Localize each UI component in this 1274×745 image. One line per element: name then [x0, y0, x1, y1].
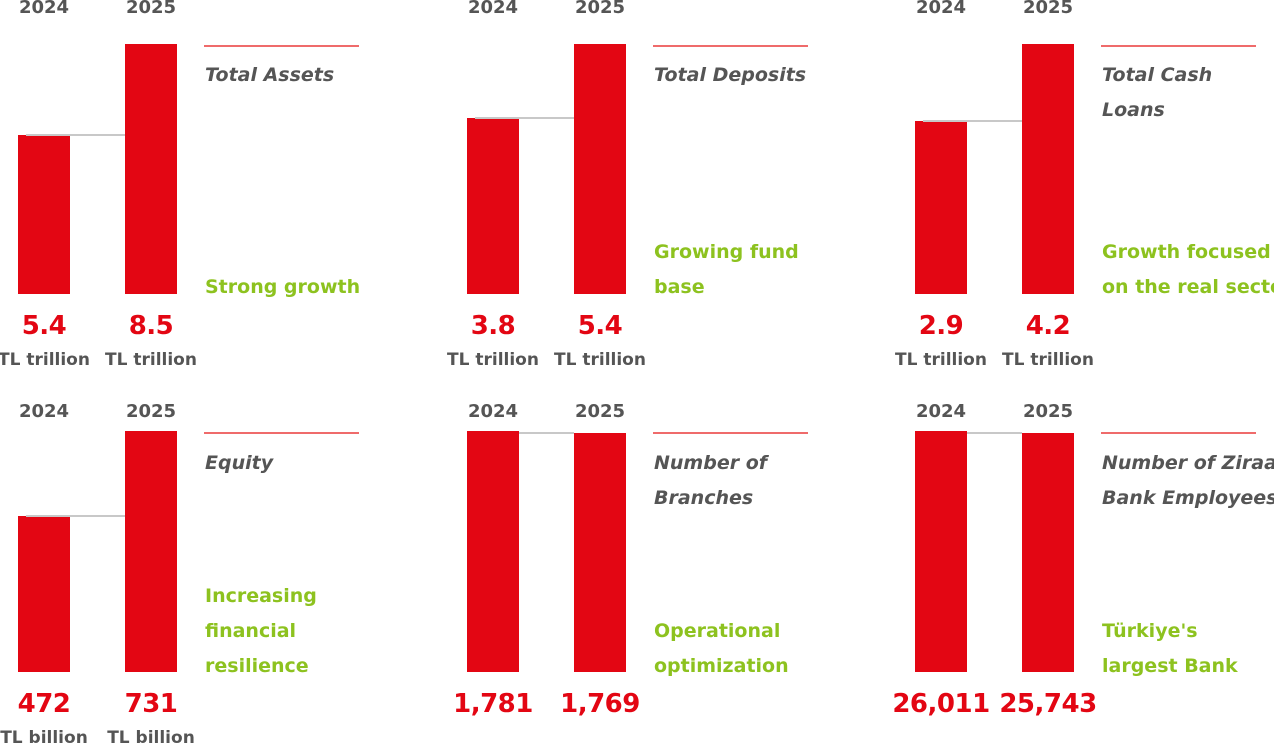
chart-title: Total Assets — [205, 64, 335, 86]
value-label-2025: 731 — [124, 689, 178, 719]
unit-label-2025: TL trillion — [1002, 350, 1094, 370]
chart-note: Operational optimization — [654, 620, 789, 677]
value-label-2024: 26,011 — [892, 689, 990, 719]
chart-note: Growing fund base — [654, 241, 799, 298]
chart-note: Growth focused on the real sector — [1102, 241, 1274, 298]
bar-total-deposits-2024 — [467, 118, 519, 294]
chart-panel-number-of-ziraat-bank-employees: 2024 26,011 2025 25,743 Number of Ziraat Ban… — [892, 0, 1274, 745]
title-rule — [653, 45, 808, 47]
connector-line — [26, 515, 125, 518]
value-label-2024: 2.9 — [918, 311, 964, 341]
year-label-2024: 2024 — [467, 401, 519, 422]
bar-number-of-branches-2025 — [574, 432, 626, 672]
bar-equity-2024 — [18, 516, 70, 672]
connector-line — [475, 117, 574, 120]
title-rule — [204, 45, 359, 47]
unit-label-2025: TL trillion — [554, 350, 646, 370]
chart-title: Number of Ziraat Bank Employees — [1102, 452, 1274, 509]
chart-panel-total-assets: 2024 5.4 TL trillion 2025 8.5 TL trillion Tota… — [0, 0, 424, 745]
value-label-2024: 472 — [17, 689, 71, 719]
unit-label-2024: TL billion — [0, 728, 88, 745]
connector-line — [923, 120, 1022, 123]
chart-panel-equity: 2024 472 TL billion 2025 731 TL billion Equity… — [0, 0, 424, 745]
bar-number-of-ziraat-bank-employees-2025 — [1022, 433, 1074, 672]
connector-line — [967, 432, 1022, 435]
chart-note: Strong growth — [205, 276, 361, 298]
chart-title: Total Cash Loans — [1102, 64, 1213, 121]
year-label-2024: 2024 — [467, 0, 519, 18]
year-label-2024: 2024 — [915, 0, 967, 18]
value-label-2024: 3.8 — [470, 311, 516, 341]
year-label-2025: 2025 — [125, 0, 177, 18]
chart-panel-number-of-branches: 2024 1,781 2025 1,769 Number of Branches Oper… — [449, 0, 873, 745]
chart-panel-total-cash-loans: 2024 2.9 TL trillion 2025 4.2 TL trillion Tota… — [895, 0, 1274, 745]
bar-number-of-ziraat-bank-employees-2024 — [915, 431, 967, 672]
chart-title: Number of Branches — [654, 452, 768, 509]
year-label-2025: 2025 — [574, 401, 626, 422]
value-label-2025: 8.5 — [128, 311, 174, 341]
value-label-2025: 4.2 — [1025, 311, 1071, 341]
value-label-2024: 5.4 — [21, 311, 67, 341]
title-rule — [653, 432, 808, 434]
value-label-2025: 1,769 — [560, 689, 640, 719]
value-label-2025: 25,743 — [999, 689, 1097, 719]
year-label-2025: 2025 — [574, 0, 626, 18]
chart-note: Increasing financial resilience — [205, 585, 317, 677]
unit-label-2024: TL trillion — [0, 350, 90, 370]
title-rule — [1101, 432, 1256, 434]
title-rule — [1101, 45, 1256, 47]
bar-total-deposits-2025 — [574, 44, 626, 294]
bar-total-cash-loans-2025 — [1022, 44, 1074, 294]
bar-total-assets-2024 — [18, 135, 70, 294]
year-label-2025: 2025 — [1022, 0, 1074, 18]
year-label-2024: 2024 — [915, 401, 967, 422]
bar-equity-2025 — [125, 431, 177, 672]
unit-label-2024: TL trillion — [447, 350, 539, 370]
unit-label-2025: TL trillion — [105, 350, 197, 370]
connector-line — [519, 431, 574, 434]
year-label-2024: 2024 — [18, 401, 70, 422]
value-label-2024: 1,781 — [453, 689, 533, 719]
connector-line — [26, 134, 125, 137]
title-rule — [204, 432, 359, 434]
chart-title: Total Deposits — [654, 64, 807, 86]
value-label-2025: 5.4 — [577, 311, 623, 341]
chart-title: Equity — [205, 452, 274, 474]
year-label-2024: 2024 — [18, 0, 70, 18]
year-label-2025: 2025 — [1022, 401, 1074, 422]
bar-total-assets-2025 — [125, 44, 177, 294]
unit-label-2025: TL billion — [107, 728, 195, 745]
year-label-2025: 2025 — [125, 401, 177, 422]
bar-number-of-branches-2024 — [467, 431, 519, 672]
chart-note: Türkiye's largest Bank — [1102, 620, 1238, 677]
unit-label-2024: TL trillion — [895, 350, 987, 370]
chart-panel-total-deposits: 2024 3.8 TL trillion 2025 5.4 TL trillion Tota… — [447, 0, 873, 745]
bar-total-cash-loans-2024 — [915, 121, 967, 294]
